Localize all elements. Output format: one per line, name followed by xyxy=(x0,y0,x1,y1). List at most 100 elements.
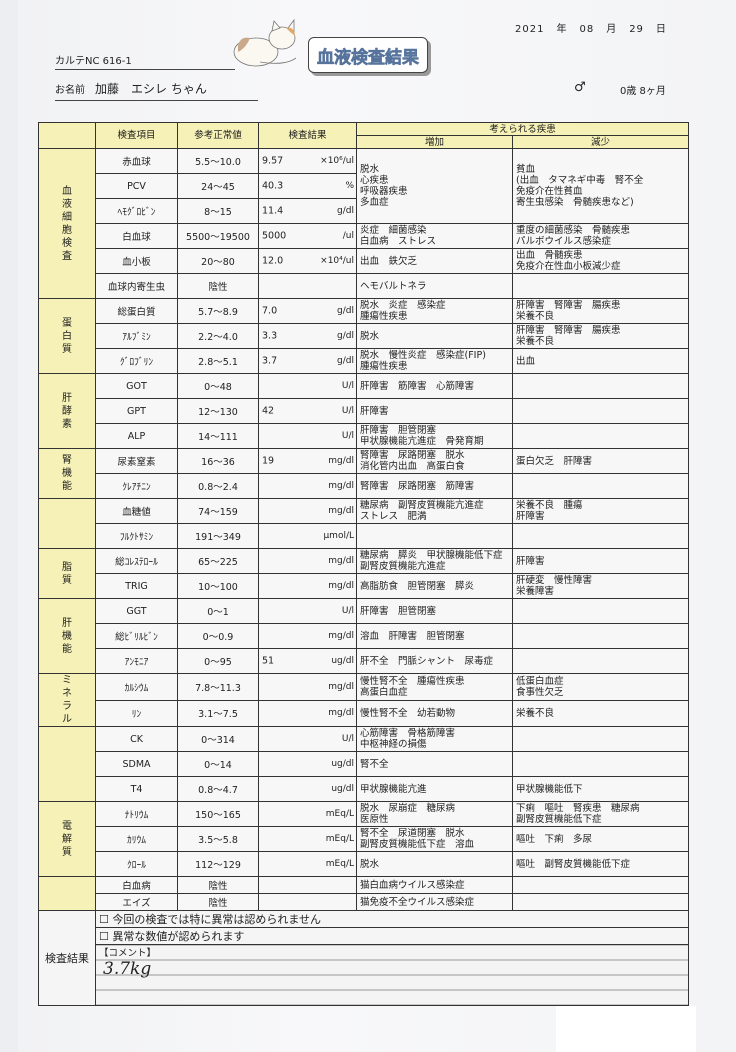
reference-range: 0〜14 xyxy=(177,751,259,777)
checkbox-normal[interactable]: ☐ 今回の検査では特に異常は認められません xyxy=(94,910,690,928)
test-item: 総ｺﾚｽﾃﾛｰﾙ xyxy=(95,548,178,574)
checkbox-abnormal[interactable]: ☐ 異常な数値が認められます xyxy=(94,927,690,945)
test-item: 総ﾋﾞﾘﾙﾋﾞﾝ xyxy=(95,623,178,649)
summary-row: 検査結果 ☐ 今回の検査では特に異常は認められません xyxy=(38,910,690,1006)
table-row: ﾘﾝ 3.1〜7.5 mg/dl 慢性腎不全 幼若動物 栄養不良 xyxy=(39,699,690,727)
result-cell: 42 U/l xyxy=(258,398,357,424)
group-label-text: 電解質 xyxy=(62,820,72,858)
date: 2021 年 08 月 29 日 xyxy=(515,20,679,35)
increase-findings: ヘモバルトネラ xyxy=(356,273,513,299)
result-unit: mEq/L xyxy=(325,859,354,869)
result-value: 19 xyxy=(262,455,275,467)
karte-number: カルテNC 616-1 xyxy=(55,52,235,70)
result-cell: 3.7 g/dl xyxy=(258,348,357,374)
increase-header: 増加 xyxy=(356,135,513,149)
increase-findings xyxy=(356,523,513,549)
increase-findings: 腎障害 尿路閉塞 脱水 消化管内出血 高蛋白食 xyxy=(356,448,513,474)
result-unit: U/l xyxy=(341,381,354,391)
decrease-findings xyxy=(511,648,690,674)
table-row: 白血病 陰性 猫白血病ウイルス感染症 xyxy=(38,876,690,911)
result-cell: mg/dl xyxy=(258,699,357,727)
checkbox-icon[interactable]: ☐ xyxy=(99,930,113,943)
result-unit: mg/dl xyxy=(328,631,354,641)
group-label-text: 蛋白質 xyxy=(62,317,72,355)
name-label: お名前 xyxy=(55,85,85,96)
test-item: ｱﾙﾌﾞﾐﾝ xyxy=(95,323,178,349)
increase-findings: 脱水 心疾患 呼吸器疾患 多血症 xyxy=(356,148,513,224)
result-cell: U/l xyxy=(258,598,357,624)
reference-range: 5.5〜10.0 xyxy=(177,148,259,174)
item-header: 検査項目 xyxy=(95,122,178,149)
test-item: TRIG xyxy=(95,573,178,599)
decrease-findings: 貧血 (出血 タマネギ中毒 腎不全 免疫介在性貧血 寄生虫感染 骨髄疾患など) xyxy=(511,148,690,224)
group-label-text: ミネラル xyxy=(62,675,72,725)
increase-findings: 脱水 慢性炎症 感染症(FIP) 腫瘍性疾患 xyxy=(356,348,513,374)
table-row: ｱﾝﾓﾆｱ 0〜95 51 ug/dl 肝不全 門脈シャント 尿毒症 xyxy=(39,648,690,674)
table-row: 脂質 総ｺﾚｽﾃﾛｰﾙ 65〜225 mg/dl 糖尿病 膵炎 甲状腺機能低下症 副腎皮… xyxy=(38,548,690,599)
group-label-text: 腎機能 xyxy=(62,455,72,492)
group-label-text: 肝酵素 xyxy=(62,392,72,430)
increase-findings: 脱水 xyxy=(356,323,513,349)
group-label: 蛋白質 xyxy=(38,298,96,374)
increase-findings: 脱水 炎症 感染症 腫瘍性疾患 xyxy=(356,298,513,324)
reference-range: 0〜1 xyxy=(177,598,259,624)
result-cell xyxy=(258,893,357,911)
result-cell: 12.0 ×10⁴/ul xyxy=(258,248,357,274)
reference-range: 0〜48 xyxy=(177,373,259,399)
result-cell: 9.57 ×10⁶/ul xyxy=(258,148,357,174)
reference-range: 12〜130 xyxy=(177,398,259,424)
decrease-findings xyxy=(511,726,690,752)
result-value: 40.3 xyxy=(262,180,284,192)
test-item: 血糖値 xyxy=(95,498,178,524)
decrease-findings: 出血 xyxy=(511,348,690,374)
result-cell xyxy=(258,273,357,299)
increase-findings: 高脂肪食 胆管閉塞 膵炎 xyxy=(356,573,513,599)
reference-range: 陰性 xyxy=(177,273,259,299)
result-cell: U/l xyxy=(258,726,357,752)
comment-area: 【コメント】 3.7kg xyxy=(94,944,690,1006)
test-item: ｶﾘｳﾑ xyxy=(95,826,178,852)
decrease-header: 減少 xyxy=(511,135,690,149)
result-unit: mg/dl xyxy=(328,581,354,591)
group-label: 肝機能 xyxy=(38,598,96,674)
result-unit: g/dl xyxy=(337,356,354,366)
checkbox-icon[interactable]: ☐ xyxy=(99,913,113,926)
table-row: 肝機能 GGT 0〜1 U/l 肝障害 胆管閉塞 xyxy=(38,598,690,674)
table-row: PCV 24〜45 40.3% xyxy=(39,173,689,199)
test-item: ﾌﾙｸﾄｻﾐﾝ xyxy=(95,523,178,549)
date-year: 2021 xyxy=(515,24,545,35)
increase-findings: 出血 鉄欠乏 xyxy=(356,248,513,274)
sex-symbol: ♂ xyxy=(574,80,586,95)
increase-findings: 猫免疫不全ウイルス感染症 xyxy=(356,893,513,911)
table-row: ｸﾛｰﾙ 112〜129 mEq/L 脱水 嘔吐 副腎皮質機能低下症 xyxy=(39,851,690,877)
increase-findings: 腎障害 尿路閉塞 筋障害 xyxy=(356,473,513,499)
reference-range: 16〜36 xyxy=(177,448,259,474)
result-unit: U/l xyxy=(341,606,354,616)
result-unit: ug/dl xyxy=(331,656,354,666)
group-label-text: 脂質 xyxy=(62,561,72,586)
table-row: 肝酵素 GOT 0〜48 U/l 肝障害 筋障害 心筋障害 xyxy=(38,373,690,449)
reference-range: 陰性 xyxy=(177,893,259,911)
reference-range: 14〜111 xyxy=(177,423,259,449)
decrease-findings: 出血 骨髄疾患 免疫介在性血小板減少症 xyxy=(511,248,690,274)
test-item: 尿素窒素 xyxy=(95,448,178,474)
increase-findings: 肝障害 胆管閉塞 甲状腺機能亢進症 骨発育期 xyxy=(356,423,513,449)
test-item: ｶﾙｼｳﾑ xyxy=(95,673,178,701)
increase-findings: 肝障害 胆管閉塞 xyxy=(356,598,513,624)
table-row: SDMA 0〜14 ug/dl 腎不全 xyxy=(39,751,690,777)
result-value: 12.0 xyxy=(262,255,284,267)
patient-name-row: お名前 加藤 エシレ ちゃん xyxy=(55,80,258,101)
increase-findings: 腎不全 尿道閉塞 脱水 副腎皮質機能低下症 溶血 xyxy=(356,826,513,852)
decrease-findings xyxy=(511,473,690,499)
increase-findings: 心筋障害 骨格筋障害 中枢神経の損傷 xyxy=(356,726,513,752)
result-cell: mg/dl xyxy=(258,673,357,701)
decrease-findings: 嘔吐 下痢 多尿 xyxy=(511,826,690,852)
decrease-findings xyxy=(511,893,690,911)
cat-illustration-icon xyxy=(233,18,297,67)
reference-range: 7.8〜11.3 xyxy=(177,673,259,701)
test-item: T4 xyxy=(95,776,178,802)
increase-findings: 腎不全 xyxy=(356,751,513,777)
reference-range: 74〜159 xyxy=(177,498,259,524)
result-unit: ×10⁴/ul xyxy=(320,256,354,266)
group-label: 血液細胞検査 xyxy=(38,148,96,299)
